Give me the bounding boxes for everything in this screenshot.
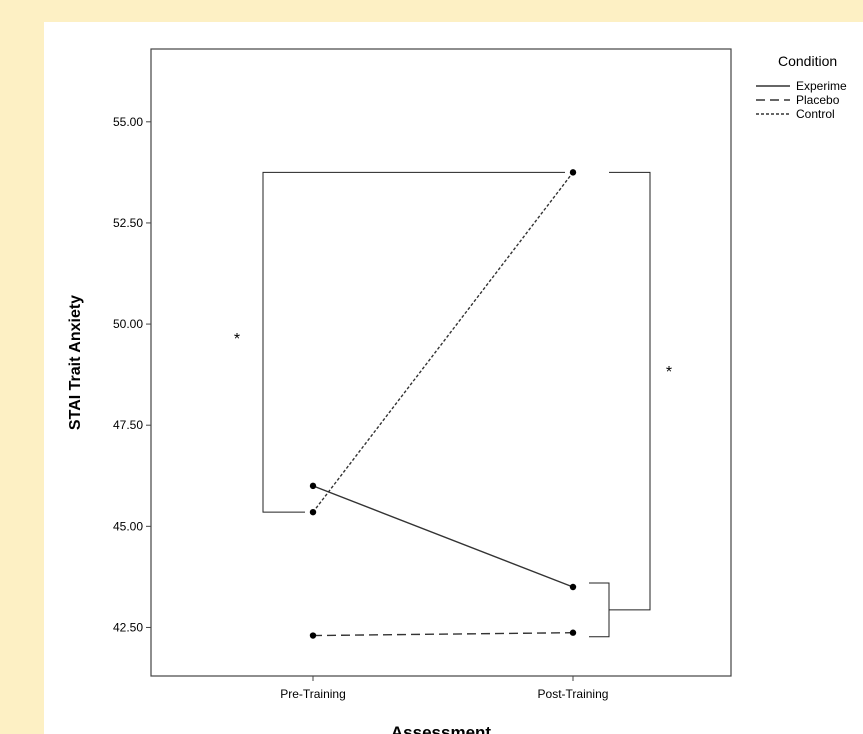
y-tick-label: 42.50 [113, 620, 143, 634]
y-tick-label: 55.00 [113, 115, 143, 129]
legend-label: Placebo [796, 93, 840, 107]
series-line-dashed [312, 632, 574, 637]
data-point [569, 169, 577, 176]
bracket-small-right [589, 582, 610, 638]
data-point [569, 629, 577, 636]
y-tick-label: 47.50 [113, 418, 143, 432]
x-tick-label: Pre-Training [280, 687, 346, 701]
data-point [309, 632, 317, 639]
significance-brackets: ** [234, 171, 672, 638]
y-axis: 42.50 45.00 47.50 50.00 52.50 55.00 [113, 115, 151, 634]
y-tick-label: 50.00 [113, 317, 143, 331]
data-point [309, 508, 317, 516]
data-point [309, 482, 317, 490]
significance-star: * [234, 331, 240, 348]
significance-star: * [666, 364, 672, 381]
bracket-right [609, 171, 651, 611]
line-chart: 42.50 45.00 47.50 50.00 52.50 55.00 Pre-Train… [67, 48, 847, 734]
x-axis: Pre-Training Post-Training [280, 676, 608, 701]
legend-title: Condition [778, 53, 837, 69]
y-tick-label: 45.00 [113, 519, 143, 533]
y-tick-label: 52.50 [113, 216, 143, 230]
legend-label: Control [796, 107, 835, 121]
legend-label: Experime [796, 79, 847, 93]
bracket-left [262, 171, 565, 513]
chart-panel: 42.50 45.00 47.50 50.00 52.50 55.00 Pre-Train… [44, 22, 863, 734]
data-point [569, 583, 577, 591]
series-line-solid [312, 485, 574, 588]
x-tick-label: Post-Training [538, 687, 609, 701]
series-layer [309, 169, 577, 639]
y-axis-title: STAI Trait Anxiety [67, 295, 84, 430]
x-axis-title: Assessment [391, 723, 492, 734]
plot-area-border [150, 48, 732, 677]
series-line-dotted [312, 171, 574, 513]
